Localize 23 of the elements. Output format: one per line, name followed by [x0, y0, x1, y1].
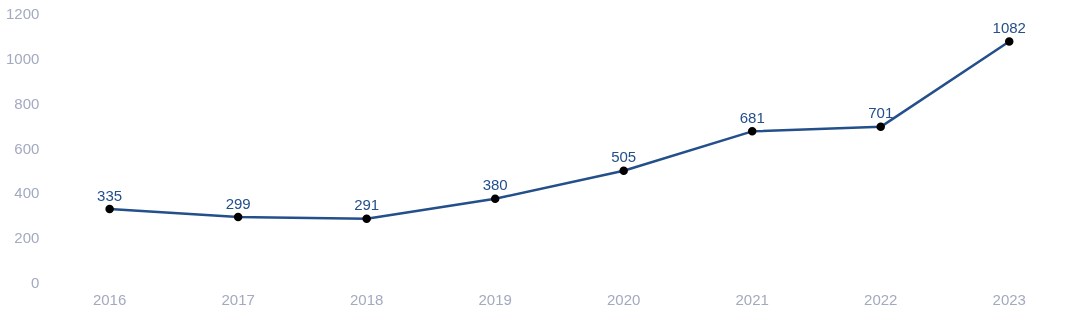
y-tick-label: 400 — [14, 184, 40, 202]
data-label: 505 — [611, 148, 637, 166]
x-tick-label: 2021 — [735, 291, 769, 309]
data-label: 380 — [482, 176, 508, 194]
y-tick-label: 1000 — [5, 49, 40, 67]
x-tick-label: 2018 — [349, 291, 384, 309]
data-label: 681 — [739, 108, 765, 126]
data-label: 1082 — [992, 19, 1026, 37]
data-label: 701 — [868, 104, 894, 122]
data-label: 291 — [354, 196, 380, 214]
x-tick-label: 2020 — [607, 291, 641, 309]
y-tick-label: 800 — [14, 94, 40, 112]
data-label: 335 — [97, 186, 123, 204]
y-tick-label: 200 — [14, 229, 40, 247]
x-tick-label: 2016 — [92, 291, 127, 309]
x-tick-label: 2017 — [221, 291, 255, 309]
data-label: 299 — [225, 194, 251, 212]
y-tick-label: 600 — [14, 139, 40, 157]
x-tick-label: 2023 — [992, 291, 1026, 309]
y-tick-label: 1200 — [5, 5, 40, 23]
x-tick-label: 2022 — [864, 291, 898, 309]
y-tick-label: 0 — [31, 274, 40, 292]
x-tick-label: 2019 — [478, 291, 512, 309]
